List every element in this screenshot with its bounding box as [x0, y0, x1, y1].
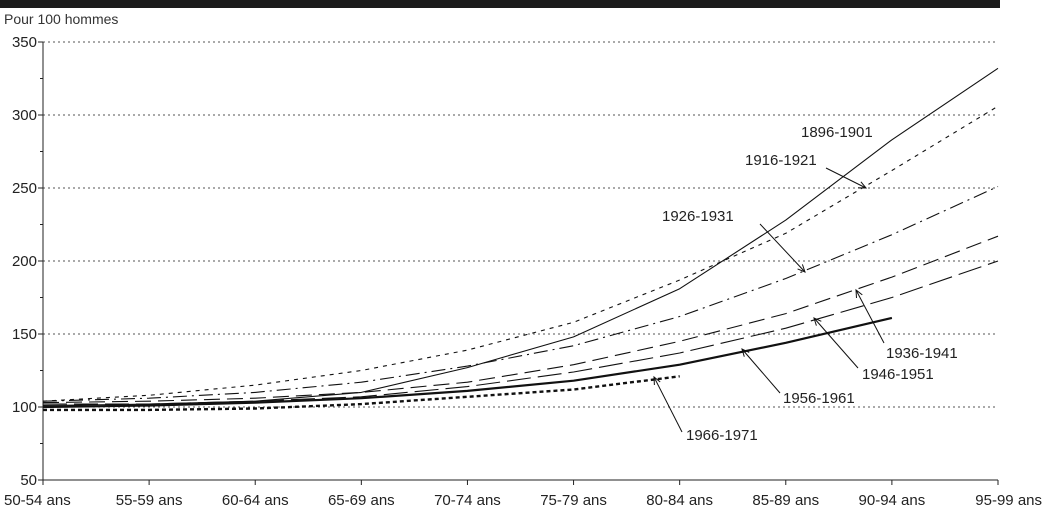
- pointer-arrowhead-1936-1941: [855, 288, 863, 299]
- pointer-arrowhead-1916-1921: [857, 181, 868, 189]
- pointer-arrowhead-1966-1971: [653, 375, 661, 386]
- label-pointers: [653, 167, 885, 433]
- series-label-1896-1901: 1896-1901: [801, 124, 873, 141]
- y-axis-unit-label: Pour 100 hommes: [4, 11, 119, 27]
- series-line-1966-1971: [43, 375, 680, 412]
- series-line-1946-1951: [43, 260, 999, 405]
- y-tick-label-200: 200: [12, 253, 37, 270]
- pointer-line-1936-1941: [855, 289, 885, 344]
- x-tick-label-7: 85-89 ans: [752, 492, 819, 509]
- x-tick-label-3: 65-69 ans: [328, 492, 395, 509]
- pointer-line-1916-1921: [825, 167, 867, 189]
- axes: 50 100 150 200 250 300 350 50-54 ans 55-59 ans 60…: [4, 34, 1042, 509]
- pointer-arrowhead-1946-1951: [813, 317, 822, 326]
- series-label-1956-1961: 1956-1961: [783, 390, 855, 407]
- series-line-1956-1961: [42, 316, 893, 409]
- top-rule: [0, 0, 1000, 8]
- series-lines: [42, 67, 999, 412]
- x-tick-label-4: 70-74 ans: [434, 492, 501, 509]
- series-labels: 1896-1901 1916-1921 1926-1931 1936-1941 1946…: [662, 124, 958, 444]
- y-tick-label-50: 50: [20, 472, 37, 489]
- y-tick-label-300: 300: [12, 107, 37, 124]
- x-tick-label-9: 95-99 ans: [975, 492, 1042, 509]
- y-tick-label-150: 150: [12, 326, 37, 343]
- x-tick-label-2: 60-64 ans: [222, 492, 289, 509]
- series-line-1926-1931: [42, 185, 999, 402]
- pointer-line-1926-1931: [759, 223, 806, 273]
- y-tick-label-250: 250: [12, 180, 37, 197]
- series-label-1936-1941: 1936-1941: [886, 345, 958, 362]
- series-label-1946-1951: 1946-1951: [862, 366, 934, 383]
- series-label-1966-1971: 1966-1971: [686, 427, 758, 444]
- x-tick-label-5: 75-79 ans: [540, 492, 607, 509]
- series-line-1916-1921: [42, 105, 999, 402]
- y-tick-label-100: 100: [12, 399, 37, 416]
- pointer-arrowhead-1926-1931: [797, 264, 806, 273]
- x-tick-label-8: 90-94 ans: [859, 492, 926, 509]
- series-line-1936-1941: [42, 235, 999, 404]
- pointer-line-1966-1971: [653, 376, 683, 433]
- x-tick-label-0: 50-54 ans: [4, 492, 71, 509]
- pointer-line-1956-1961: [741, 348, 781, 394]
- x-tick-label-1: 55-59 ans: [116, 492, 183, 509]
- pointer-arrowhead-1956-1961: [741, 348, 750, 357]
- pointer-line-1946-1951: [813, 317, 859, 369]
- series-line-1896-1901: [42, 67, 999, 407]
- series-label-1926-1931: 1926-1931: [662, 208, 734, 225]
- series-label-1916-1921: 1916-1921: [745, 152, 817, 169]
- x-tick-label-6: 80-84 ans: [646, 492, 713, 509]
- grid-lines: [43, 41, 998, 408]
- y-tick-label-350: 350: [12, 34, 37, 51]
